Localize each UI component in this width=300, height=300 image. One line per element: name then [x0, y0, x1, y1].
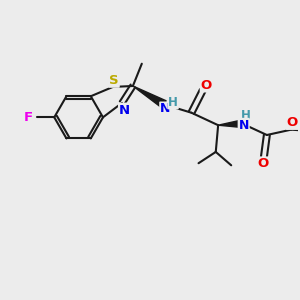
Text: O: O [258, 157, 269, 170]
Text: S: S [109, 74, 119, 87]
Polygon shape [133, 86, 166, 108]
Text: N: N [160, 102, 170, 116]
Text: N: N [119, 103, 130, 116]
Text: F: F [24, 111, 33, 124]
Polygon shape [218, 120, 243, 127]
Text: H: H [241, 110, 250, 122]
Text: O: O [287, 116, 298, 129]
Text: H: H [168, 95, 178, 109]
Text: N: N [238, 119, 249, 132]
Text: O: O [201, 79, 212, 92]
